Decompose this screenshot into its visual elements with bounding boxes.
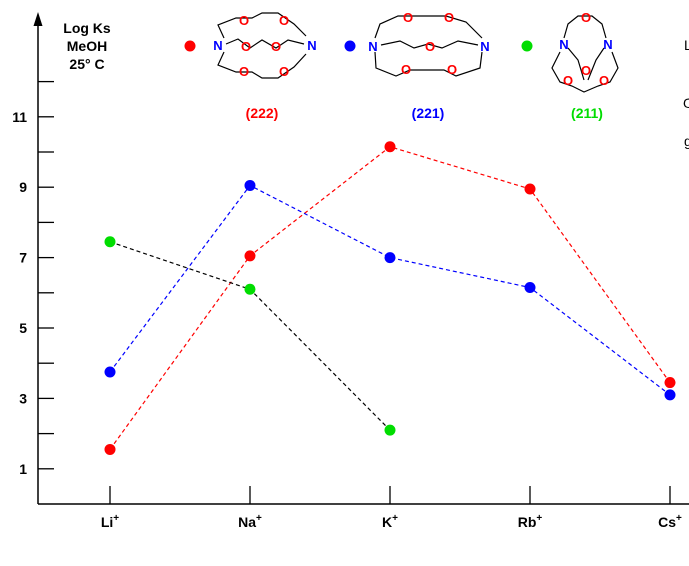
legend-label-211: (211) (571, 105, 603, 121)
y-axis-arrow (33, 12, 43, 26)
data-point (244, 179, 256, 191)
cryptand-211-atoms: N N O O O O (559, 10, 612, 88)
edge-fragment: O (683, 95, 689, 111)
cryptand-222-structure (217, 12, 307, 79)
atom-o-label: O (279, 64, 289, 79)
cryptand-221-structure (374, 15, 483, 77)
legend-dot-221 (344, 40, 356, 52)
atom-o-label: O (239, 13, 249, 28)
series-line (109, 184, 671, 396)
y-tick-label: 9 (19, 179, 27, 195)
y-axis-title-line-1: Log Ks (63, 20, 111, 36)
series-points (104, 141, 676, 455)
data-point (244, 250, 256, 262)
cryptand-221-atoms: N N O O O O O (368, 10, 489, 77)
data-point (384, 252, 396, 264)
atom-o-label: O (241, 39, 251, 54)
data-point (384, 424, 396, 436)
atom-o-label: O (444, 10, 454, 25)
cryptand-211-structure (551, 15, 619, 93)
atom-o-label: O (401, 62, 411, 77)
y-tick-label: 3 (19, 390, 27, 406)
atom-o-label: O (581, 10, 591, 25)
y-axis-title: Log Ks MeOH 25° C (63, 20, 111, 72)
y-axis-title-line-2: MeOH (67, 38, 107, 54)
axes (33, 12, 689, 505)
atom-n-label: N (307, 38, 316, 53)
legend-dot-211 (521, 40, 533, 52)
series-lines (109, 146, 671, 450)
atom-o-label: O (279, 13, 289, 28)
edge-text-fragments: L O g (683, 37, 689, 149)
edge-fragment: g (684, 133, 689, 149)
x-category-label: Li+ (101, 513, 119, 530)
y-tick-label: 1 (19, 461, 27, 477)
atom-o-label: O (425, 39, 435, 54)
atom-o-label: O (447, 62, 457, 77)
atom-o-label: O (599, 73, 609, 88)
x-category-label: K+ (382, 513, 398, 530)
data-point (244, 283, 256, 295)
data-point (104, 443, 116, 455)
y-tick-label: 7 (19, 250, 27, 266)
x-category-label: Cs+ (658, 513, 682, 530)
x-category-label: Rb+ (518, 513, 543, 530)
x-category-label: Na+ (238, 513, 262, 530)
series-line (109, 146, 671, 450)
data-point (524, 183, 536, 195)
legend-dot-222 (184, 40, 196, 52)
data-point (384, 141, 396, 153)
legend: N N O O O O O O N N O O O O O (184, 10, 619, 121)
atom-n-label: N (603, 37, 612, 52)
atom-o-label: O (563, 73, 573, 88)
atom-n-label: N (213, 38, 222, 53)
series-line (109, 241, 391, 431)
atom-n-label: N (480, 39, 489, 54)
y-ticks: 1 3 5 7 9 11 (12, 80, 54, 477)
data-point (664, 389, 676, 401)
atom-n-label: N (559, 37, 568, 52)
y-tick-label: 11 (12, 109, 27, 125)
y-axis-title-line-3: 25° C (69, 56, 104, 72)
data-point (104, 236, 116, 248)
data-point (104, 366, 116, 378)
atom-o-label: O (271, 39, 281, 54)
legend-label-221: (221) (412, 105, 445, 121)
data-point (664, 377, 676, 389)
y-tick-label: 5 (19, 320, 27, 336)
x-categories: Li+ Na+ K+ Rb+ Cs+ (101, 486, 682, 530)
atom-o-label: O (403, 10, 413, 25)
edge-fragment: L (684, 37, 689, 53)
atom-n-label: N (368, 39, 377, 54)
cryptand-222-atoms: N N O O O O O O (213, 13, 316, 79)
data-point (524, 282, 536, 294)
atom-o-label: O (239, 64, 249, 79)
atom-o-label: O (581, 63, 591, 78)
legend-label-222: (222) (246, 105, 279, 121)
